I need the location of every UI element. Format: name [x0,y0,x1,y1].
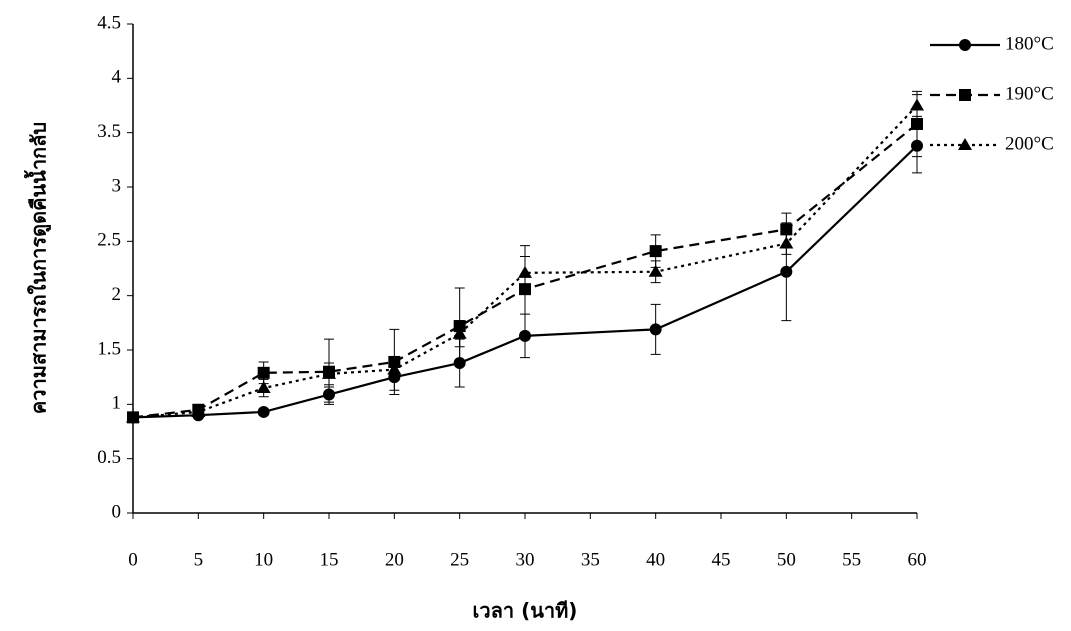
y-tick-label: 2.5 [97,230,121,251]
data-point [387,362,402,375]
y-tick-label: 4 [112,67,122,88]
series-line [132,104,918,419]
y-tick-label: 0 [112,501,122,522]
data-point [648,264,663,277]
legend-label: 200°C [1005,133,1054,154]
legend-marker [959,39,971,51]
data-point [780,265,793,278]
x-tick-label: 50 [777,549,796,570]
data-point [257,366,270,379]
x-tick-label: 20 [385,549,404,570]
data-point [649,323,662,336]
y-tick-label: 1 [112,393,122,414]
legend-label: 180°C [1005,33,1054,54]
legend-marker [959,89,971,101]
y-tick-label: 2 [112,284,122,305]
data-point [452,326,467,339]
data-point [256,381,271,394]
data-point [191,404,206,417]
x-tick-label: 5 [194,549,204,570]
legend-label: 190°C [1005,83,1054,104]
data-point [910,98,924,111]
x-tick-label: 15 [320,549,339,570]
x-tick-label: 0 [128,549,138,570]
y-tick-label: 1.5 [97,338,121,359]
data-point [779,236,794,249]
y-tick-label: 0.5 [97,447,121,468]
x-tick-label: 55 [842,549,861,570]
x-tick-label: 25 [450,549,469,570]
y-axis-title: ความสามารถในการดูดคืนน้ำกลับ [24,122,53,414]
x-tick-label: 35 [581,549,600,570]
data-point [126,410,140,423]
data-point [649,245,662,258]
series-line [132,144,918,419]
y-tick-label: 3 [112,175,122,196]
x-tick-label: 30 [516,549,535,570]
data-point [518,265,532,278]
x-tick-label: 40 [646,549,665,570]
series-line [132,123,918,419]
x-axis-title: เวลา (นาที) [473,599,578,623]
y-tick-label: 3.5 [97,121,121,142]
data-point [257,405,270,418]
legend-marker [958,138,972,150]
data-point [911,117,923,130]
data-point [322,366,336,379]
y-tick-label: 4.5 [97,12,121,33]
x-tick-label: 10 [254,549,273,570]
x-tick-label: 60 [908,549,927,570]
x-tick-label: 45 [712,549,731,570]
